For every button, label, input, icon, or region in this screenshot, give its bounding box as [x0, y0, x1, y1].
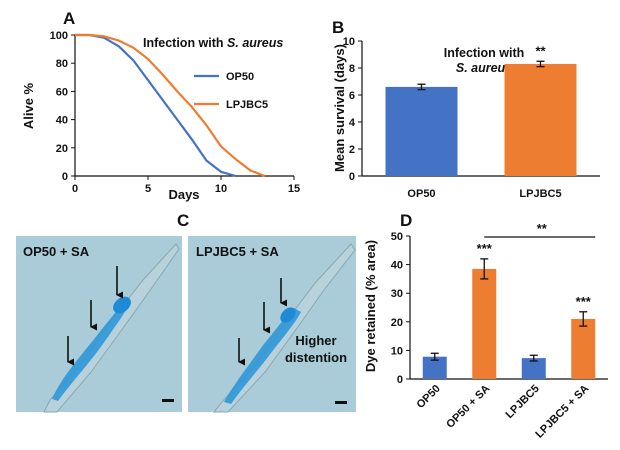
dye-stained-intestine — [52, 302, 128, 401]
panel-a-x-label: Days — [168, 187, 199, 202]
bar — [571, 318, 596, 379]
y-tick-label: 30 — [391, 288, 403, 300]
panel-b-annotation-line1: Infection with — [444, 46, 525, 60]
significance-label: *** — [477, 241, 493, 256]
bar — [472, 268, 497, 379]
bracket-significance-label: ** — [537, 221, 548, 236]
y-tick-label: 0 — [397, 374, 403, 386]
series-line-op50 — [75, 33, 236, 178]
micrograph-background — [16, 236, 182, 412]
x-tick-label: 0 — [72, 183, 78, 195]
y-tick-label: 10 — [343, 36, 355, 48]
x-tick-label: 15 — [288, 183, 300, 195]
y-tick-label: 60 — [56, 86, 68, 98]
panel-a-annotation: Infection with S. aureus — [143, 36, 283, 50]
y-tick-label: 50 — [391, 231, 403, 243]
panel-a-letter: A — [63, 9, 75, 28]
panel-c-letter: C — [177, 211, 189, 230]
x-tick-label: LPJBC5 + SA — [533, 383, 591, 441]
bar — [385, 86, 458, 176]
panel-b-y-label: Mean survival (days) — [332, 44, 347, 172]
panel-c-micrographs: C OP50 + SA LPJBC5 + SA Higher disten — [16, 211, 356, 413]
x-tick-label: LPJBC5 — [519, 188, 561, 200]
scale-bar — [162, 399, 174, 402]
dye-blob — [113, 296, 131, 314]
legend-label: LPJBC5 — [226, 99, 268, 111]
bar — [422, 356, 447, 379]
micrograph-note-line1: Higher — [295, 333, 336, 348]
panel-b-mean-survival: B Infection with S. aureus Mean survival… — [332, 18, 600, 200]
x-tick-label: OP50 — [407, 188, 435, 200]
bar — [504, 63, 577, 177]
micrograph-label: LPJBC5 + SA — [196, 244, 279, 259]
significance-label: ** — [535, 43, 546, 58]
bar — [521, 358, 546, 379]
micrograph-op50-sa: OP50 + SA — [16, 236, 182, 413]
y-tick-label: 10 — [391, 345, 403, 357]
panel-d-y-label: Dye retained (% area) — [363, 240, 378, 372]
dye-stained-intestine — [224, 308, 301, 404]
legend-label: OP50 — [226, 71, 254, 83]
y-tick-label: 40 — [391, 260, 403, 272]
panel-d-letter: D — [400, 211, 412, 230]
panel-b-annotation-line2: S. aureus — [456, 61, 512, 75]
panel-a-survival-curve: A Infection with S. aureus Alive % Days … — [21, 9, 300, 202]
dye-blob — [280, 307, 296, 323]
scale-bar — [335, 401, 347, 404]
y-tick-label: 80 — [56, 58, 68, 70]
significance-label: *** — [576, 294, 592, 309]
micrograph-background — [188, 236, 356, 412]
y-tick-label: 8 — [349, 63, 355, 75]
y-tick-label: 0 — [62, 171, 68, 183]
panel-b-letter: B — [332, 18, 344, 37]
micrograph-lpjbc5-sa: LPJBC5 + SA Higher distention — [188, 236, 356, 413]
y-tick-label: 2 — [349, 144, 355, 156]
y-tick-label: 4 — [349, 117, 356, 129]
micrograph-label: OP50 + SA — [23, 244, 90, 259]
series-line-lpjbc5 — [75, 33, 266, 178]
y-tick-label: 100 — [50, 30, 68, 42]
y-tick-label: 6 — [349, 90, 355, 102]
panel-d-dye-retention: D Dye retained (% area) 0 10 20 30 40 50 OP50 O… — [363, 211, 608, 441]
x-tick-label: 10 — [215, 183, 227, 195]
y-tick-label: 40 — [56, 115, 68, 127]
micrograph-note-line2: distention — [285, 350, 347, 365]
x-tick-label: LPJBC5 — [504, 383, 542, 421]
y-tick-label: 20 — [391, 317, 403, 329]
y-tick-label: 0 — [349, 171, 355, 183]
panel-a-y-label: Alive % — [21, 82, 36, 129]
x-tick-label: OP50 + SA — [444, 383, 492, 431]
x-tick-label: OP50 — [414, 383, 442, 411]
x-tick-label: 5 — [145, 183, 151, 195]
y-tick-label: 20 — [56, 143, 68, 155]
